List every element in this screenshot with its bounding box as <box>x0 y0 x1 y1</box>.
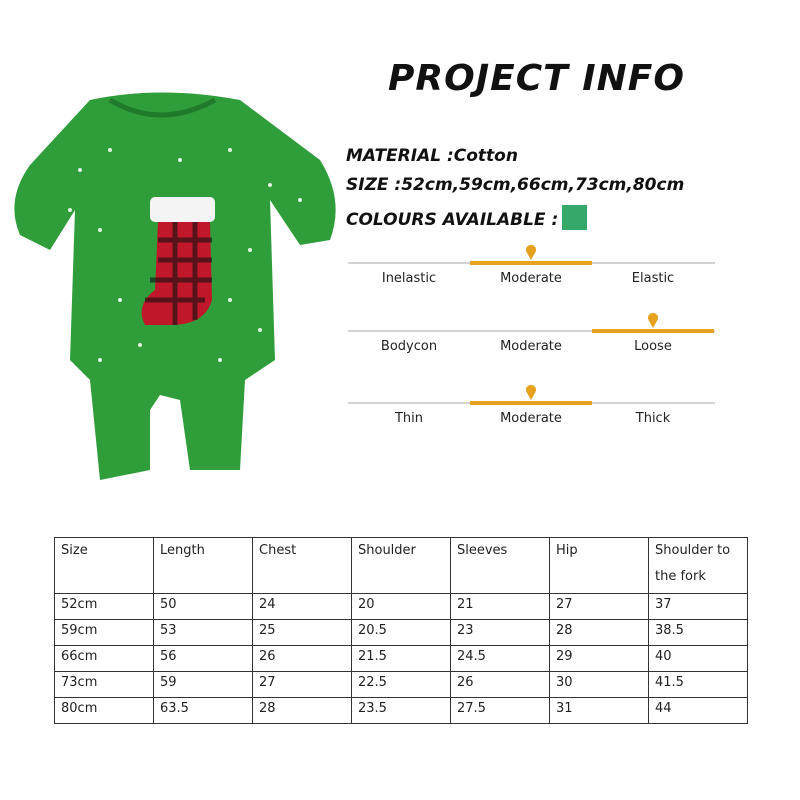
table-cell: 56 <box>153 645 253 672</box>
table-cell: 23 <box>450 619 550 646</box>
column-header: Shoulder to the fork <box>648 537 748 594</box>
scale-label: Thin <box>394 411 424 426</box>
table-row: 80cm 63.5 28 23.5 27.5 31 44 <box>54 697 748 724</box>
scale-label: Moderate <box>500 411 562 426</box>
material-text: MATERIAL :Cotton <box>346 146 518 166</box>
table-cell: 80cm <box>54 697 154 724</box>
colours-label: COLOURS AVAILABLE : <box>346 210 559 230</box>
table-cell: 21.5 <box>351 645 451 672</box>
scale-selected-segment <box>470 261 592 265</box>
table-cell: 28 <box>252 697 352 724</box>
table-cell: 37 <box>648 593 748 620</box>
table-cell: 59cm <box>54 619 154 646</box>
table-cell: 59 <box>153 671 253 698</box>
scale-label: Bodycon <box>380 339 438 354</box>
scale-selected-segment <box>470 401 592 405</box>
table-cell: 40 <box>648 645 748 672</box>
scale-label: Thick <box>635 411 671 426</box>
table-cell: 53 <box>153 619 253 646</box>
scale-label: Moderate <box>500 339 562 354</box>
size-text: SIZE :52cm,59cm,66cm,73cm,80cm <box>346 175 685 195</box>
table-cell: 41.5 <box>648 671 748 698</box>
table-cell: 23.5 <box>351 697 451 724</box>
map-pin-icon <box>526 384 536 400</box>
table-cell: 27 <box>252 671 352 698</box>
scale-selected-segment <box>592 329 714 333</box>
column-header: Length <box>153 537 253 594</box>
fit-scale: Bodycon Moderate Loose <box>348 312 715 380</box>
table-cell: 20.5 <box>351 619 451 646</box>
colours-available: COLOURS AVAILABLE : <box>346 205 588 230</box>
table-cell: 30 <box>549 671 649 698</box>
table-row: 52cm 50 24 20 21 27 37 <box>54 593 748 620</box>
table-row: 73cm 59 27 22.5 26 30 41.5 <box>54 671 748 698</box>
column-header: Shoulder <box>351 537 451 594</box>
table-header-row: Size Length Chest Shoulder Sleeves Hip Shoulde… <box>54 537 748 594</box>
column-header: Sleeves <box>450 537 550 594</box>
column-header: Chest <box>252 537 352 594</box>
table-cell: 27 <box>549 593 649 620</box>
table-cell: 25 <box>252 619 352 646</box>
scale-label: Moderate <box>500 271 562 286</box>
table-cell: 31 <box>549 697 649 724</box>
column-header: Size <box>54 537 154 594</box>
table-cell: 27.5 <box>450 697 550 724</box>
table-cell: 73cm <box>54 671 154 698</box>
green-christmas-romper-image <box>14 92 336 480</box>
table-cell: 63.5 <box>153 697 253 724</box>
table-cell: 26 <box>252 645 352 672</box>
table-cell: 24.5 <box>450 645 550 672</box>
map-pin-icon <box>648 312 658 328</box>
table-cell: 24 <box>252 593 352 620</box>
fit-scale: Inelastic Moderate Elastic <box>348 244 715 312</box>
table-row: 66cm 56 26 21.5 24.5 29 40 <box>54 645 748 672</box>
map-pin-icon <box>526 244 536 260</box>
table-cell: 28 <box>549 619 649 646</box>
table-cell: 26 <box>450 671 550 698</box>
table-cell: 44 <box>648 697 748 724</box>
table-cell: 66cm <box>54 645 154 672</box>
table-cell: 29 <box>549 645 649 672</box>
table-cell: 21 <box>450 593 550 620</box>
fit-scale: Thin Moderate Thick <box>348 384 715 452</box>
table-cell: 20 <box>351 593 451 620</box>
colour-swatch-green <box>562 205 588 230</box>
table-cell: 50 <box>153 593 253 620</box>
scale-label: Elastic <box>631 271 675 286</box>
scale-label: Loose <box>634 339 672 354</box>
page-title: PROJECT INFO <box>388 58 685 99</box>
table-cell: 38.5 <box>648 619 748 646</box>
table-row: 59cm 53 25 20.5 23 28 38.5 <box>54 619 748 646</box>
table-cell: 52cm <box>54 593 154 620</box>
size-chart-table: Size Length Chest Shoulder Sleeves Hip Shoulde… <box>54 537 748 724</box>
scale-label: Inelastic <box>381 271 437 286</box>
column-header: Hip <box>549 537 649 594</box>
table-cell: 22.5 <box>351 671 451 698</box>
scale-line <box>348 330 715 332</box>
